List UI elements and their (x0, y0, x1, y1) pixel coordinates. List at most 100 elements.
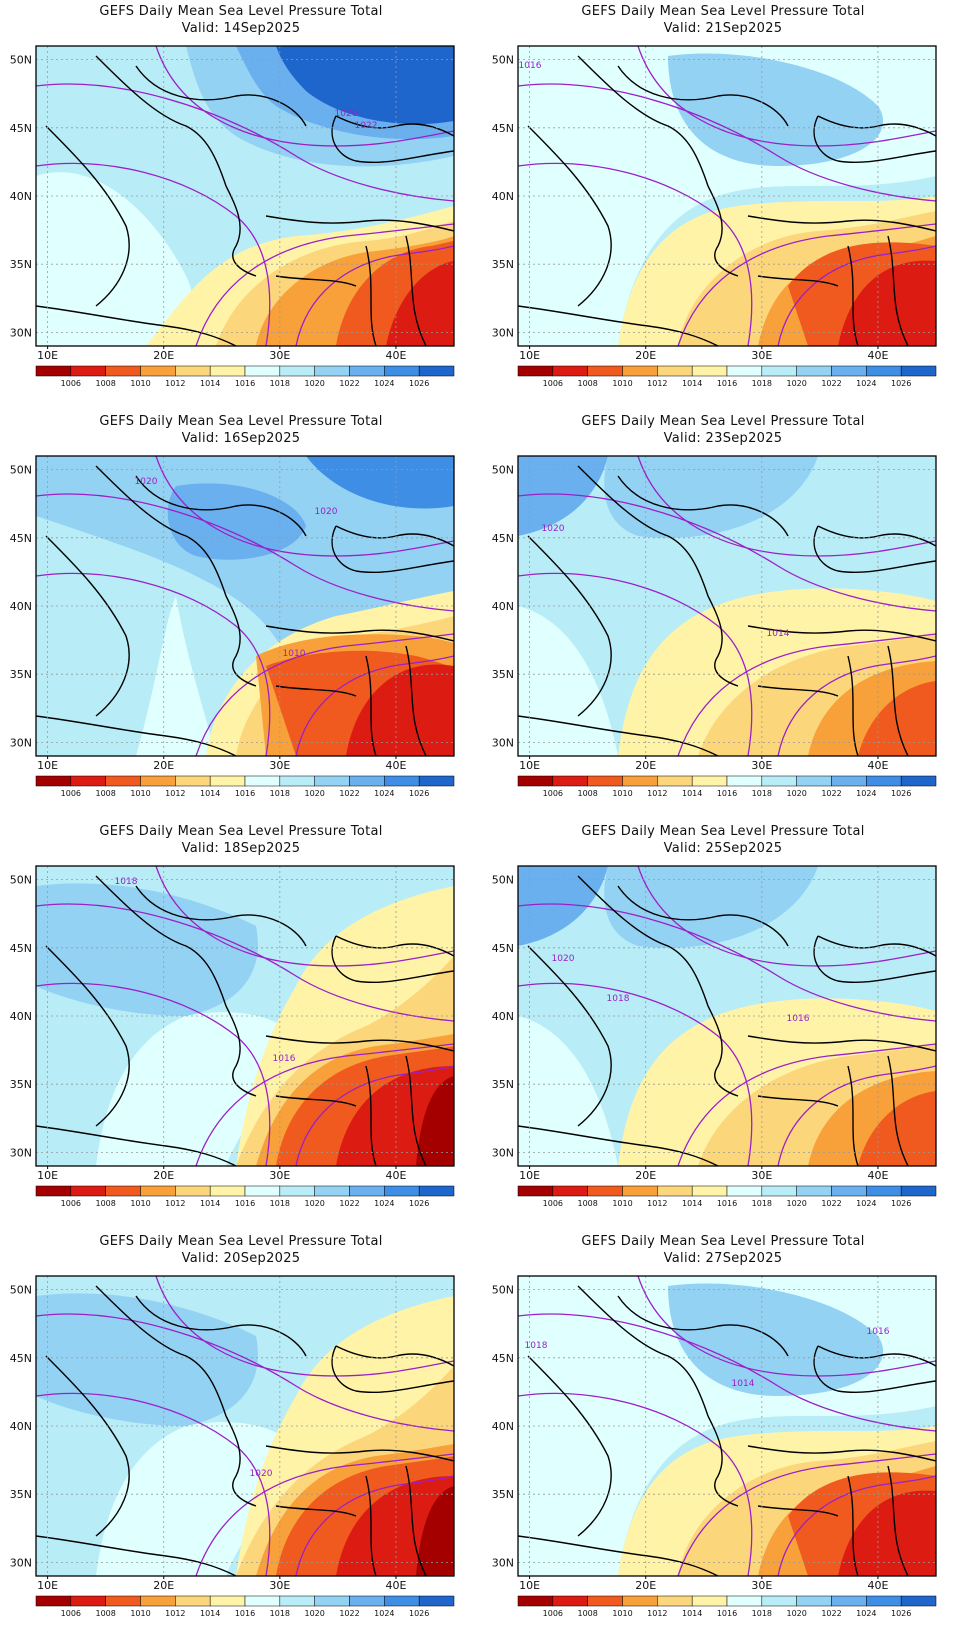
panel-title: GEFS Daily Mean Sea Level Pressure Total (99, 824, 383, 839)
coastline (45, 125, 130, 307)
lat-tick-label: 35N (10, 1488, 32, 1501)
isobar-label: 1018 (525, 1341, 548, 1351)
lon-tick-label: 10E (519, 349, 540, 362)
colorbar: 1006 1008 1010 1012 1014 1016 1018 1020 1022 1024… (35, 1595, 455, 1618)
lon-tick-label: 10E (519, 1169, 540, 1182)
lat-tick-label: 35N (10, 258, 32, 271)
isobar-line (518, 903, 936, 1022)
lon-tick-label: 40E (385, 349, 406, 362)
isobar-line (36, 1392, 271, 1576)
map-panel: GEFS Daily Mean Sea Level Pressure Total… (0, 0, 482, 410)
colorbar-label: 1024 (374, 789, 394, 798)
colorbar-label: 1026 (409, 789, 429, 798)
coastline (36, 1125, 237, 1166)
colorbar-label: 1016 (717, 789, 737, 798)
lat-tick-label: 40N (10, 600, 32, 613)
panel-valid-date: Valid: 21Sep2025 (663, 21, 783, 36)
colorbar-label: 1016 (717, 379, 737, 388)
lat-tick-label: 30N (10, 736, 32, 749)
lat-tick-label: 40N (492, 1010, 514, 1023)
lon-tick-label: 30E (269, 349, 290, 362)
isobar-line (777, 245, 936, 346)
panel-title: GEFS Daily Mean Sea Level Pressure Total (581, 1234, 865, 1249)
pressure-band (416, 1486, 454, 1576)
coastline (331, 1345, 454, 1394)
lat-tick-label: 30N (10, 326, 32, 339)
coastline (518, 715, 719, 756)
pressure-band (276, 46, 454, 125)
isobar-line (777, 655, 936, 756)
lat-tick-label: 30N (492, 326, 514, 339)
map-panel: GEFS Daily Mean Sea Level Pressure Total… (482, 820, 964, 1230)
coastline (747, 215, 936, 232)
lon-tick-label: 30E (751, 349, 772, 362)
isobar-label: 1016 (867, 1327, 890, 1337)
coastline (887, 645, 909, 756)
colorbar-label: 1024 (856, 379, 876, 388)
panel-title: GEFS Daily Mean Sea Level Pressure Total (99, 414, 383, 429)
panel-valid-date: Valid: 16Sep2025 (181, 431, 301, 446)
colorbar-label: 1014 (682, 379, 702, 388)
colorbar-label: 1024 (856, 789, 876, 798)
isobar-line (155, 866, 454, 967)
isobar-label: 1026 (335, 109, 358, 119)
pressure-band (36, 172, 193, 346)
lat-tick-label: 40N (10, 1420, 32, 1433)
coastline (365, 655, 377, 756)
colorbar-label: 1014 (200, 1609, 220, 1618)
coastline (527, 1355, 612, 1537)
coastline (617, 885, 789, 947)
colorbar: 1006 1008 1010 1012 1014 1016 1018 1020 1022 1024… (517, 1185, 937, 1208)
colorbar-label: 1016 (235, 1199, 255, 1208)
colorbar-label: 1012 (165, 789, 185, 798)
lat-tick-label: 45N (10, 942, 32, 955)
map-panel: GEFS Daily Mean Sea Level Pressure Total… (0, 410, 482, 820)
lat-tick-label: 50N (10, 464, 32, 477)
colorbar-label: 1006 (543, 789, 563, 798)
coastline (527, 535, 612, 717)
lat-tick-label: 35N (492, 668, 514, 681)
coastline (707, 185, 739, 277)
colorbar-label: 1016 (717, 1199, 737, 1208)
coastline (265, 1035, 454, 1052)
pressure-band (96, 1422, 296, 1576)
isobar-line (295, 1065, 454, 1166)
colorbar-label: 1018 (752, 1609, 772, 1618)
isobar-line (518, 1313, 936, 1432)
pressure-band (518, 606, 618, 756)
lon-tick-label: 10E (37, 759, 58, 772)
coastline (135, 475, 307, 537)
coastline (365, 245, 377, 346)
isobar-line (155, 46, 454, 147)
colorbar-label: 1016 (235, 789, 255, 798)
lon-tick-label: 20E (635, 349, 656, 362)
isobar-line (36, 1313, 454, 1432)
coastline (847, 1475, 859, 1576)
coastline (36, 1535, 237, 1576)
pressure-band (668, 1283, 884, 1396)
coastline (405, 1465, 427, 1576)
coastline (331, 115, 454, 164)
colorbar-label: 1012 (647, 379, 667, 388)
pressure-map: 1018 1016 1014 10E 20E 30E 40E 50N 45N 40N 35N 30N 1… (492, 1275, 937, 1618)
isobar-line (637, 46, 936, 147)
pressure-band (96, 1012, 296, 1166)
lat-tick-label: 40N (10, 1010, 32, 1023)
coastline (225, 595, 257, 687)
colorbar-label: 1014 (200, 789, 220, 798)
colorbar-label: 1016 (717, 1609, 737, 1618)
colorbar-label: 1022 (821, 1199, 841, 1208)
isobar-line (677, 1453, 936, 1576)
coastline (887, 235, 909, 346)
colorbar-label: 1022 (821, 379, 841, 388)
colorbar-label: 1024 (856, 1609, 876, 1618)
pressure-band (858, 1091, 936, 1166)
colorbar: 1006 1008 1010 1012 1014 1016 1018 1020 1022 1024… (517, 1595, 937, 1618)
lon-tick-label: 20E (635, 1579, 656, 1592)
colorbar: 1006 1008 1010 1012 1014 1016 1018 1020 1022 1024… (517, 775, 937, 798)
map-panel: GEFS Daily Mean Sea Level Pressure Total… (482, 0, 964, 410)
isobar-line (518, 1392, 753, 1576)
lat-tick-label: 40N (492, 600, 514, 613)
lat-tick-label: 45N (10, 122, 32, 135)
